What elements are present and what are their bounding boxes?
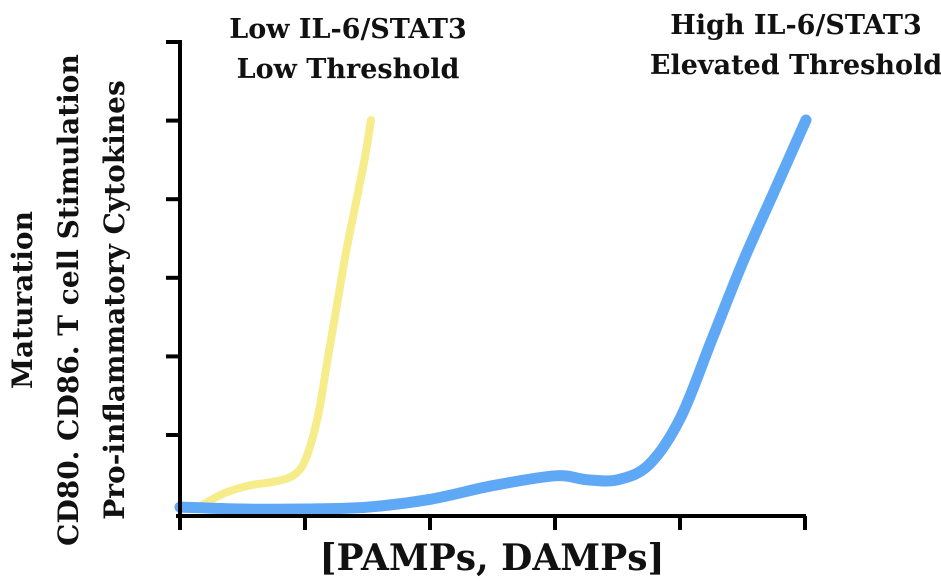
annotation-low-line-2: Low Threshold xyxy=(237,54,460,85)
series-line-low-threshold xyxy=(194,116,375,512)
annotation-high-line-1: High IL-6/STAT3 xyxy=(670,10,922,41)
y-axis-label-2: CD80. CD86. T cell Stimulation xyxy=(52,54,85,546)
y-axis-label: Maturation xyxy=(6,211,39,389)
y-axis-label-line-3: Pro-inflammatory Cytokines xyxy=(98,80,131,520)
y-axis-label-3: Pro-inflammatory Cytokines xyxy=(98,80,131,520)
y-axis-label-line-2: CD80. CD86. T cell Stimulation xyxy=(52,54,85,546)
x-axis-label: [PAMPs, DAMPs] xyxy=(319,537,664,579)
axes xyxy=(166,40,807,530)
annotation-high-line-2: Elevated Threshold xyxy=(650,50,941,81)
series-line-elevated-threshold xyxy=(174,114,812,515)
annotation-low-line-1: Low IL-6/STAT3 xyxy=(229,14,467,45)
plot-lines xyxy=(174,114,812,515)
y-axis-label-line-1: Maturation xyxy=(6,211,39,389)
